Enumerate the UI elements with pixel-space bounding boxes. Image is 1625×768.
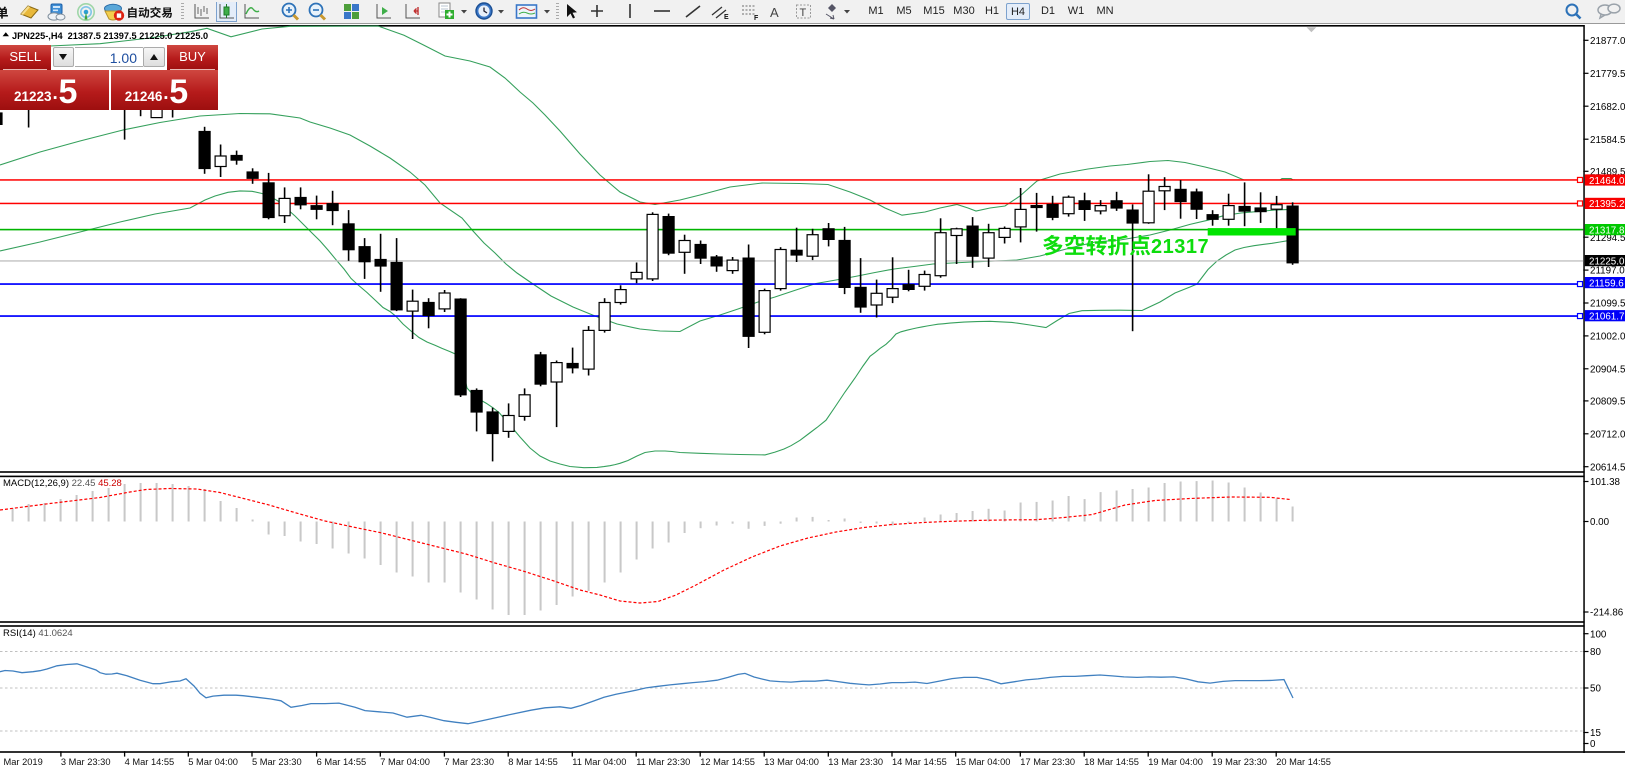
svg-text:21061.7: 21061.7 [1589, 312, 1624, 323]
svg-text:0: 0 [1590, 739, 1596, 750]
svg-text:21294.5: 21294.5 [1590, 233, 1625, 244]
svg-text:JPN225-,H4 21387.5 21397.5 21: JPN225-,H4 21387.5 21397.5 21225.0 21225… [12, 31, 208, 41]
svg-text:17 Mar 23:30: 17 Mar 23:30 [1020, 757, 1075, 767]
svg-text:20904.5: 20904.5 [1590, 364, 1625, 375]
svg-text:12 Mar 14:55: 12 Mar 14:55 [700, 757, 755, 767]
svg-text:6 Mar 14:55: 6 Mar 14:55 [317, 757, 367, 767]
svg-text:21317.8: 21317.8 [1589, 225, 1625, 236]
svg-text:0.00: 0.00 [1590, 517, 1610, 528]
svg-text:RSI(14) 41.0624: RSI(14) 41.0624 [3, 628, 73, 639]
svg-text:21464.0: 21464.0 [1589, 176, 1625, 187]
svg-text:8 Mar 14:55: 8 Mar 14:55 [508, 757, 558, 767]
svg-text:21395.2: 21395.2 [1589, 199, 1624, 210]
svg-text:11 Mar 04:00: 11 Mar 04:00 [572, 757, 626, 767]
svg-text:13 Mar 04:00: 13 Mar 04:00 [764, 757, 819, 767]
svg-text:4 Mar 14:55: 4 Mar 14:55 [125, 757, 175, 767]
svg-text:13 Mar 23:30: 13 Mar 23:30 [828, 757, 883, 767]
svg-text:21779.5: 21779.5 [1590, 69, 1625, 80]
svg-text:5 Mar 23:30: 5 Mar 23:30 [252, 757, 302, 767]
svg-text:21099.5: 21099.5 [1590, 299, 1625, 310]
svg-text:14 Mar 14:55: 14 Mar 14:55 [892, 757, 947, 767]
svg-text:21877.0: 21877.0 [1590, 36, 1625, 47]
svg-text:7 Mar 23:30: 7 Mar 23:30 [444, 757, 494, 767]
svg-text:Mar 2019: Mar 2019 [4, 757, 43, 767]
svg-text:20712.0: 20712.0 [1590, 429, 1625, 440]
svg-text:80: 80 [1590, 647, 1601, 658]
svg-text:21225.0: 21225.0 [1589, 256, 1625, 267]
svg-text:E: E [724, 14, 729, 21]
svg-text:15 Mar 04:00: 15 Mar 04:00 [956, 757, 1011, 767]
svg-text:21159.6: 21159.6 [1589, 278, 1624, 289]
svg-text:5 Mar 04:00: 5 Mar 04:00 [188, 757, 238, 767]
svg-text:20809.5: 20809.5 [1590, 397, 1625, 408]
svg-text:-214.86: -214.86 [1590, 608, 1624, 619]
svg-text:3 Mar 23:30: 3 Mar 23:30 [61, 757, 111, 767]
svg-text:T: T [800, 7, 807, 19]
svg-text:11 Mar 23:30: 11 Mar 23:30 [636, 757, 690, 767]
svg-text:21002.0: 21002.0 [1590, 332, 1625, 343]
svg-text:15: 15 [1590, 728, 1601, 739]
svg-text:A: A [770, 5, 779, 20]
svg-text:19 Mar 23:30: 19 Mar 23:30 [1212, 757, 1267, 767]
svg-text:50: 50 [1590, 684, 1601, 695]
svg-text:18 Mar 14:55: 18 Mar 14:55 [1084, 757, 1139, 767]
svg-text:21197.0: 21197.0 [1590, 266, 1625, 277]
svg-text:21682.0: 21682.0 [1590, 102, 1625, 113]
svg-text:20 Mar 14:55: 20 Mar 14:55 [1276, 757, 1331, 767]
svg-text:F: F [754, 15, 759, 22]
svg-text:100: 100 [1590, 629, 1607, 640]
svg-text:21584.5: 21584.5 [1590, 135, 1625, 146]
svg-text:101.38: 101.38 [1590, 477, 1621, 488]
svg-text:21317: 21317 [1151, 236, 1209, 258]
svg-text:21489.5: 21489.5 [1590, 167, 1625, 178]
svg-text:19 Mar 04:00: 19 Mar 04:00 [1148, 757, 1203, 767]
svg-text:7 Mar 04:00: 7 Mar 04:00 [380, 757, 430, 767]
svg-text:MACD(12,26,9) 22.45 45.28: MACD(12,26,9) 22.45 45.28 [3, 478, 122, 489]
svg-text:20614.5: 20614.5 [1590, 462, 1625, 473]
